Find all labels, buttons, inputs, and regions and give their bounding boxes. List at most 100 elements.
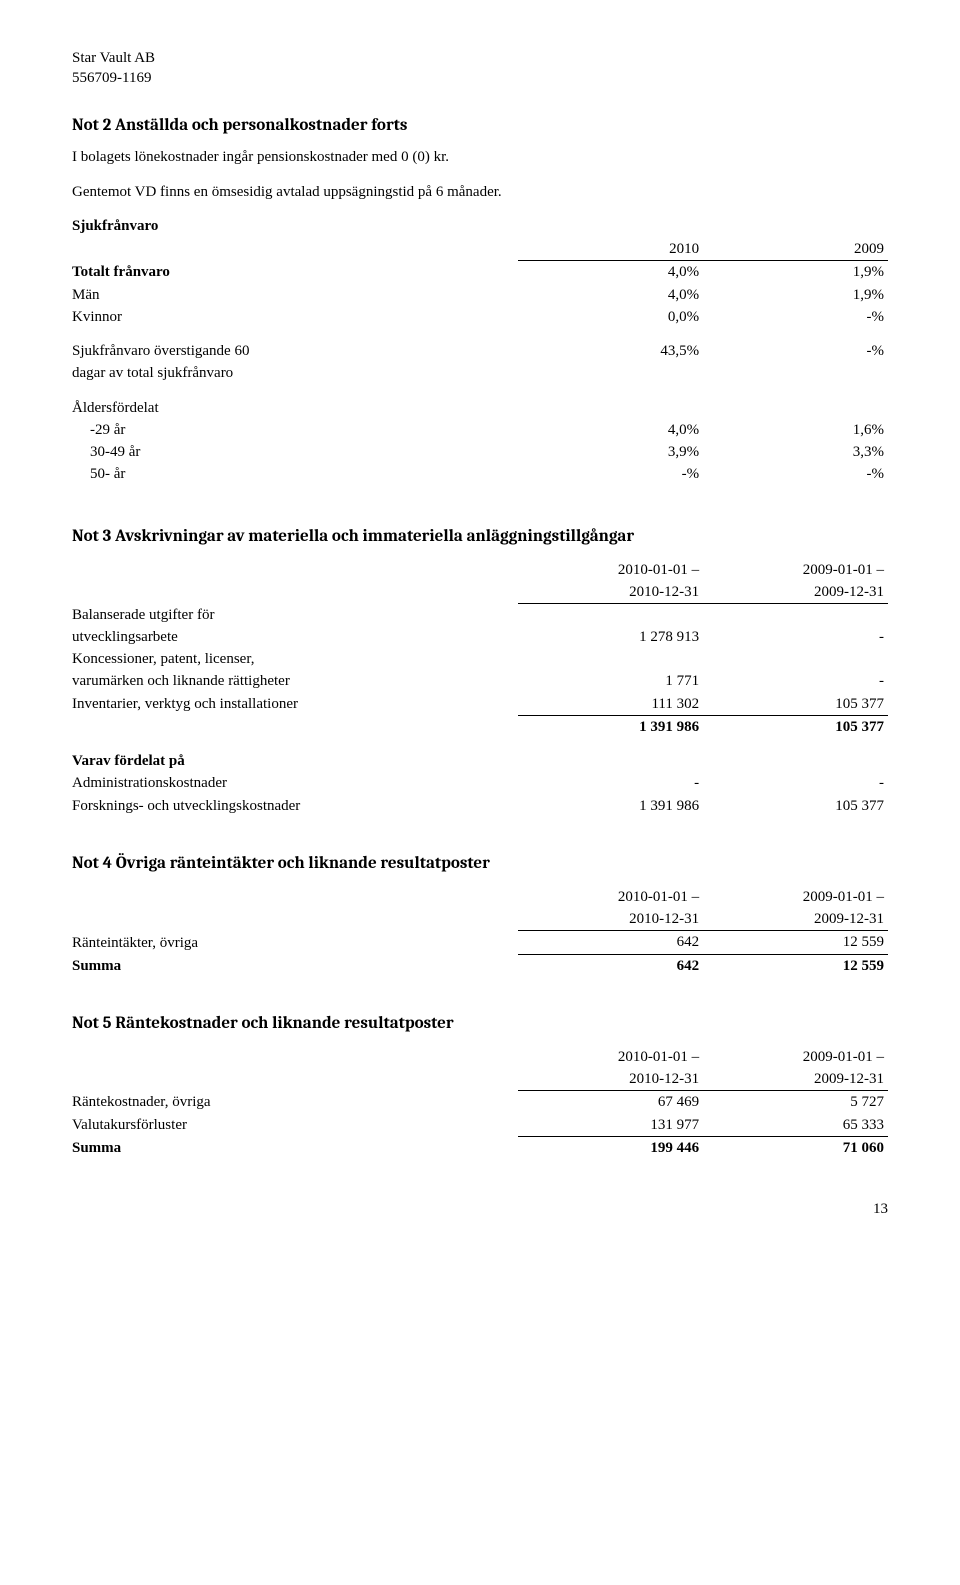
cell: - xyxy=(703,772,888,794)
period-col: 2009-01-01 – xyxy=(703,559,888,581)
table-row: 2010-01-01 – 2009-01-01 – xyxy=(72,559,888,581)
cell: 4,0% xyxy=(518,419,703,441)
cell: -% xyxy=(703,306,888,328)
row-label: Ränteintäkter, övriga xyxy=(72,931,518,954)
cell: 1,9% xyxy=(703,284,888,306)
summa-label: Summa xyxy=(72,954,518,977)
period-col: 2009-01-01 – xyxy=(703,1046,888,1068)
cell: -% xyxy=(703,340,888,362)
not2-title: Not 2 Anställda och personalkostnader fo… xyxy=(72,115,888,138)
row-label: Sjukfrånvaro överstigande 60 xyxy=(72,340,518,362)
cell: 1 771 xyxy=(518,670,703,692)
row-label: varumärken och liknande rättigheter xyxy=(72,670,518,692)
row-label: -29 år xyxy=(72,419,518,441)
period-col: 2010-01-01 – xyxy=(518,559,703,581)
cell: 43,5% xyxy=(518,340,703,362)
table-row: Totalt frånvaro 4,0% 1,9% xyxy=(72,261,888,284)
cell: 105 377 xyxy=(703,693,888,716)
summa-cell: 199 446 xyxy=(518,1136,703,1159)
table-row: varumärken och liknande rättigheter 1 77… xyxy=(72,670,888,692)
table-row: Sjukfrånvaro överstigande 60 43,5% -% xyxy=(72,340,888,362)
period-col: 2009-12-31 xyxy=(703,581,888,604)
not4-title: Not 4 Övriga ränteintäkter och liknande … xyxy=(72,853,888,876)
cell: 642 xyxy=(518,931,703,954)
period-col: 2009-12-31 xyxy=(703,908,888,931)
period-col: 2010-12-31 xyxy=(518,908,703,931)
period-col: 2010-12-31 xyxy=(518,581,703,604)
varav-title: Varav fördelat på xyxy=(72,750,518,772)
cell: - xyxy=(703,626,888,648)
row-label: Administrationskostnader xyxy=(72,772,518,794)
not5-title: Not 5 Räntekostnader och liknande result… xyxy=(72,1013,888,1036)
cell: 0,0% xyxy=(518,306,703,328)
cell: -% xyxy=(518,463,703,485)
table-row: Män 4,0% 1,9% xyxy=(72,284,888,306)
table-row: 1 391 986 105 377 xyxy=(72,715,888,738)
age-title: Åldersfördelat xyxy=(72,397,518,419)
table-row: utvecklingsarbete 1 278 913 - xyxy=(72,626,888,648)
cell: 1,9% xyxy=(703,261,888,284)
table-row: 2010-12-31 2009-12-31 xyxy=(72,908,888,931)
sjuk-title: Sjukfrånvaro xyxy=(72,216,888,236)
row-label: Inventarier, verktyg och installationer xyxy=(72,693,518,716)
not2-para2: Gentemot VD finns en ömsesidig avtalad u… xyxy=(72,182,888,202)
table-row: Summa 642 12 559 xyxy=(72,954,888,977)
table-row: Ränteintäkter, övriga 642 12 559 xyxy=(72,931,888,954)
org-number: 556709-1169 xyxy=(72,68,888,88)
total-cell: 105 377 xyxy=(703,715,888,738)
table-row: Inventarier, verktyg och installationer … xyxy=(72,693,888,716)
cell: 65 333 xyxy=(703,1114,888,1137)
row-label: Valutakursförluster xyxy=(72,1114,518,1137)
row-label: utvecklingsarbete xyxy=(72,626,518,648)
table-row: Summa 199 446 71 060 xyxy=(72,1136,888,1159)
table-row: 2010-12-31 2009-12-31 xyxy=(72,1068,888,1091)
table-row: Varav fördelat på xyxy=(72,750,888,772)
summa-cell: 642 xyxy=(518,954,703,977)
table-row: Balanserade utgifter för xyxy=(72,604,888,626)
table-row: 2010-01-01 – 2009-01-01 – xyxy=(72,1046,888,1068)
cell: 105 377 xyxy=(703,795,888,817)
cell: 12 559 xyxy=(703,931,888,954)
period-col: 2009-01-01 – xyxy=(703,886,888,908)
cell: 3,3% xyxy=(703,441,888,463)
row-label: Koncessioner, patent, licenser, xyxy=(72,648,518,670)
row-label: dagar av total sjukfrånvaro xyxy=(72,362,518,384)
table-row: Åldersfördelat xyxy=(72,397,888,419)
table-row: Räntekostnader, övriga 67 469 5 727 xyxy=(72,1091,888,1114)
row-label: Totalt frånvaro xyxy=(72,261,518,284)
not2-para1: I bolagets lönekostnader ingår pensionsk… xyxy=(72,147,888,167)
page-number: 13 xyxy=(72,1199,888,1219)
cell: 4,0% xyxy=(518,261,703,284)
table-row: Koncessioner, patent, licenser, xyxy=(72,648,888,670)
table-row: Administrationskostnader - - xyxy=(72,772,888,794)
cell: 1 391 986 xyxy=(518,795,703,817)
table-row: Kvinnor 0,0% -% xyxy=(72,306,888,328)
company-name: Star Vault AB xyxy=(72,48,888,68)
period-col: 2010-01-01 – xyxy=(518,886,703,908)
cell: 5 727 xyxy=(703,1091,888,1114)
sjuk-table: 2010 2009 Totalt frånvaro 4,0% 1,9% Män … xyxy=(72,238,888,486)
year-col: 2010 xyxy=(518,238,703,261)
cell: 67 469 xyxy=(518,1091,703,1114)
row-label: Män xyxy=(72,284,518,306)
cell: 1,6% xyxy=(703,419,888,441)
cell: -% xyxy=(703,463,888,485)
table-row: 2010 2009 xyxy=(72,238,888,261)
not4-table: 2010-01-01 – 2009-01-01 – 2010-12-31 200… xyxy=(72,886,888,977)
row-label: Forsknings- och utvecklingskostnader xyxy=(72,795,518,817)
table-row: 50- år -% -% xyxy=(72,463,888,485)
cell: 111 302 xyxy=(518,693,703,716)
cell: - xyxy=(703,670,888,692)
table-row: 30-49 år 3,9% 3,3% xyxy=(72,441,888,463)
table-row: 2010-01-01 – 2009-01-01 – xyxy=(72,886,888,908)
period-col: 2009-12-31 xyxy=(703,1068,888,1091)
period-col: 2010-01-01 – xyxy=(518,1046,703,1068)
table-row: dagar av total sjukfrånvaro xyxy=(72,362,888,384)
not5-table: 2010-01-01 – 2009-01-01 – 2010-12-31 200… xyxy=(72,1046,888,1159)
row-label: 30-49 år xyxy=(72,441,518,463)
table-row: Forsknings- och utvecklingskostnader 1 3… xyxy=(72,795,888,817)
cell: 131 977 xyxy=(518,1114,703,1137)
not3-table: 2010-01-01 – 2009-01-01 – 2010-12-31 200… xyxy=(72,559,888,817)
not3-title: Not 3 Avskrivningar av materiella och im… xyxy=(72,526,888,549)
cell: - xyxy=(518,772,703,794)
